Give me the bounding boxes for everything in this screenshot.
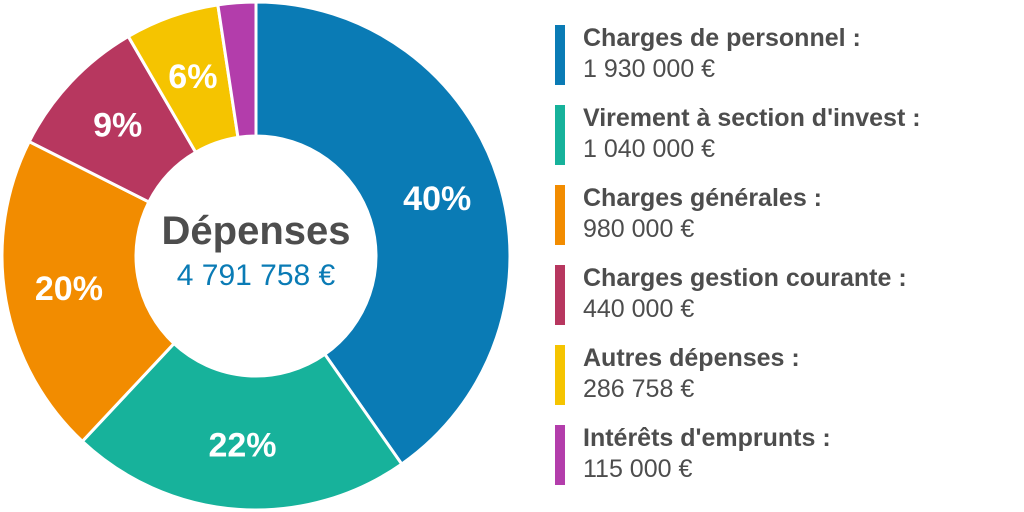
legend-item-autres-depenses: Autres dépenses : 286 758 € <box>555 342 1015 422</box>
legend-value: 1 930 000 € <box>583 55 716 83</box>
legend-name: Charges générales : <box>583 184 822 212</box>
donut-slice <box>0 139 177 444</box>
legend-item-interets-emprunts: Intérêts d'emprunts : 115 000 € <box>555 422 1015 502</box>
donut-slice-labels: 40% 22% 20% 9% 6% <box>35 58 471 465</box>
legend-color-swatch <box>555 425 565 485</box>
legend-name: Virement à section d'invest : <box>583 104 921 132</box>
donut-chart: 40% 22% 20% 9% 6% Dépenses 4 791 758 € <box>0 0 512 512</box>
legend-value: 440 000 € <box>583 295 695 323</box>
legend-color-swatch <box>555 185 565 245</box>
slice-percent-label: 6% <box>168 58 217 96</box>
legend-name: Charges gestion courante : <box>583 264 907 292</box>
donut-slice <box>254 0 512 467</box>
legend-value: 980 000 € <box>583 215 695 243</box>
legend: Charges de personnel : 1 930 000 € Virem… <box>555 22 1015 502</box>
slice-percent-label: 40% <box>403 180 471 218</box>
legend-name: Autres dépenses : <box>583 344 800 372</box>
legend-color-swatch <box>555 25 565 85</box>
legend-item-virement-invest: Virement à section d'invest : 1 040 000 … <box>555 102 1015 182</box>
legend-value: 286 758 € <box>583 375 695 403</box>
legend-value: 115 000 € <box>583 455 693 483</box>
legend-value: 1 040 000 € <box>583 135 716 163</box>
legend-item-charges-gestion-courante: Charges gestion courante : 440 000 € <box>555 262 1015 342</box>
center-title: Dépenses <box>162 209 351 253</box>
slice-percent-label: 9% <box>93 107 142 145</box>
slice-percent-label: 22% <box>208 427 276 465</box>
legend-item-charges-generales: Charges générales : 980 000 € <box>555 182 1015 262</box>
slice-percent-label: 20% <box>35 270 103 308</box>
legend-color-swatch <box>555 265 565 325</box>
donut-slices <box>0 0 512 512</box>
legend-name: Charges de personnel : <box>583 24 861 52</box>
donut-slice <box>216 0 258 140</box>
legend-name: Intérêts d'emprunts : <box>583 424 831 452</box>
legend-item-charges-personnel: Charges de personnel : 1 930 000 € <box>555 22 1015 102</box>
legend-color-swatch <box>555 105 565 165</box>
donut-slice <box>80 341 404 512</box>
legend-color-swatch <box>555 345 565 405</box>
center-total: 4 791 758 € <box>177 259 336 292</box>
